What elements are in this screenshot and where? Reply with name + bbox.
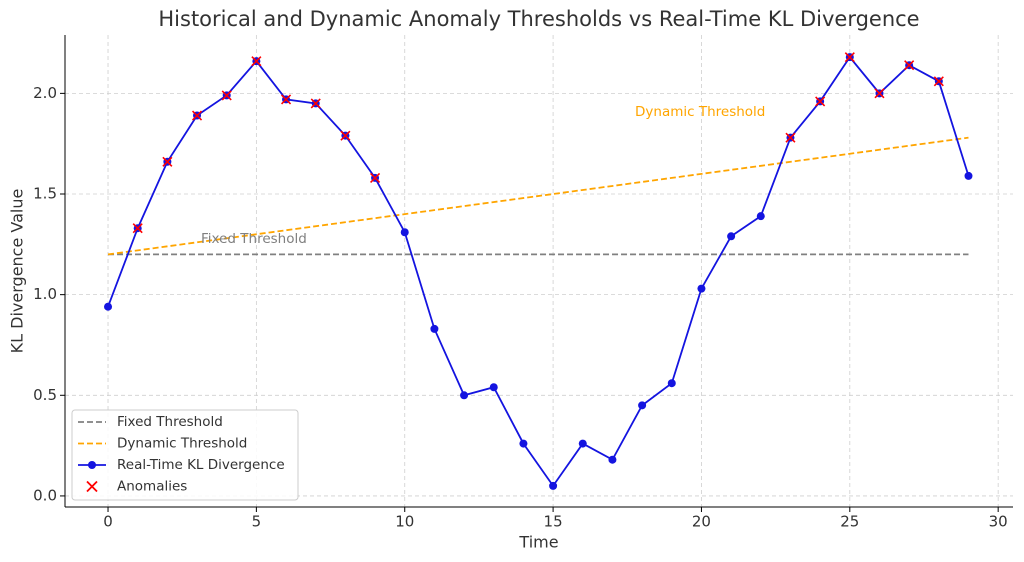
anomaly-marker	[221, 90, 232, 101]
data-point	[608, 455, 617, 464]
y-tick-label: 1.5	[33, 185, 57, 203]
data-point	[460, 391, 469, 400]
data-point	[697, 284, 706, 293]
data-point	[578, 439, 587, 448]
legend-box	[71, 409, 299, 501]
x-tick-label: 10	[395, 513, 414, 531]
x-tick-label: 30	[989, 513, 1008, 531]
x-axis-label: Time	[518, 533, 558, 552]
annotation: Dynamic Threshold	[635, 104, 765, 120]
data-point	[430, 324, 439, 333]
legend-swatch	[86, 480, 98, 493]
data-point	[104, 302, 113, 311]
y-tick-label: 0.5	[33, 386, 57, 404]
legend-label: Dynamic Threshold	[117, 436, 247, 452]
data-point	[667, 379, 676, 388]
anomaly-marker	[874, 88, 885, 99]
x-tick-label: 20	[692, 513, 711, 531]
legend-swatch-marker	[88, 461, 96, 469]
x-tick-label: 25	[840, 513, 859, 531]
anomaly-marker	[310, 98, 321, 109]
x-tick-label: 15	[544, 513, 563, 531]
anomaly-marker	[933, 76, 944, 87]
anomaly-marker	[251, 56, 262, 67]
anomaly-marker	[370, 172, 381, 183]
anomaly-marker	[191, 110, 203, 121]
y-tick-label: 0.0	[33, 486, 57, 504]
anomaly-marker	[844, 52, 855, 63]
anomaly-marker	[904, 60, 915, 71]
data-point	[549, 481, 558, 490]
anomaly-marker	[815, 96, 826, 107]
x-tick-label: 0	[103, 513, 113, 531]
data-point	[727, 232, 736, 241]
data-point	[400, 228, 409, 237]
anomaly-marker	[132, 223, 143, 234]
data-point	[489, 383, 498, 392]
data-point	[756, 212, 765, 221]
annotation: Fixed Threshold	[201, 231, 307, 247]
anomaly-marker	[162, 156, 173, 167]
legend-label: Anomalies	[117, 479, 187, 495]
data-point	[638, 401, 647, 410]
x-tick-label: 5	[252, 513, 262, 531]
y-axis-label: KL Divergence Value	[8, 189, 27, 354]
data-point	[519, 439, 528, 448]
series-line	[107, 55, 970, 488]
chart-title: Historical and Dynamic Anomaly Threshold…	[158, 7, 919, 31]
series-line	[107, 136, 969, 256]
anomaly-marker	[785, 132, 796, 143]
legend-label: Real-Time KL Divergence	[117, 457, 285, 473]
y-tick-label: 2.0	[33, 84, 57, 102]
data-point	[964, 171, 973, 180]
legend-label: Fixed Threshold	[117, 414, 223, 430]
y-tick-label: 1.0	[33, 285, 57, 303]
anomaly-marker	[280, 94, 292, 105]
anomaly-marker	[340, 130, 351, 141]
